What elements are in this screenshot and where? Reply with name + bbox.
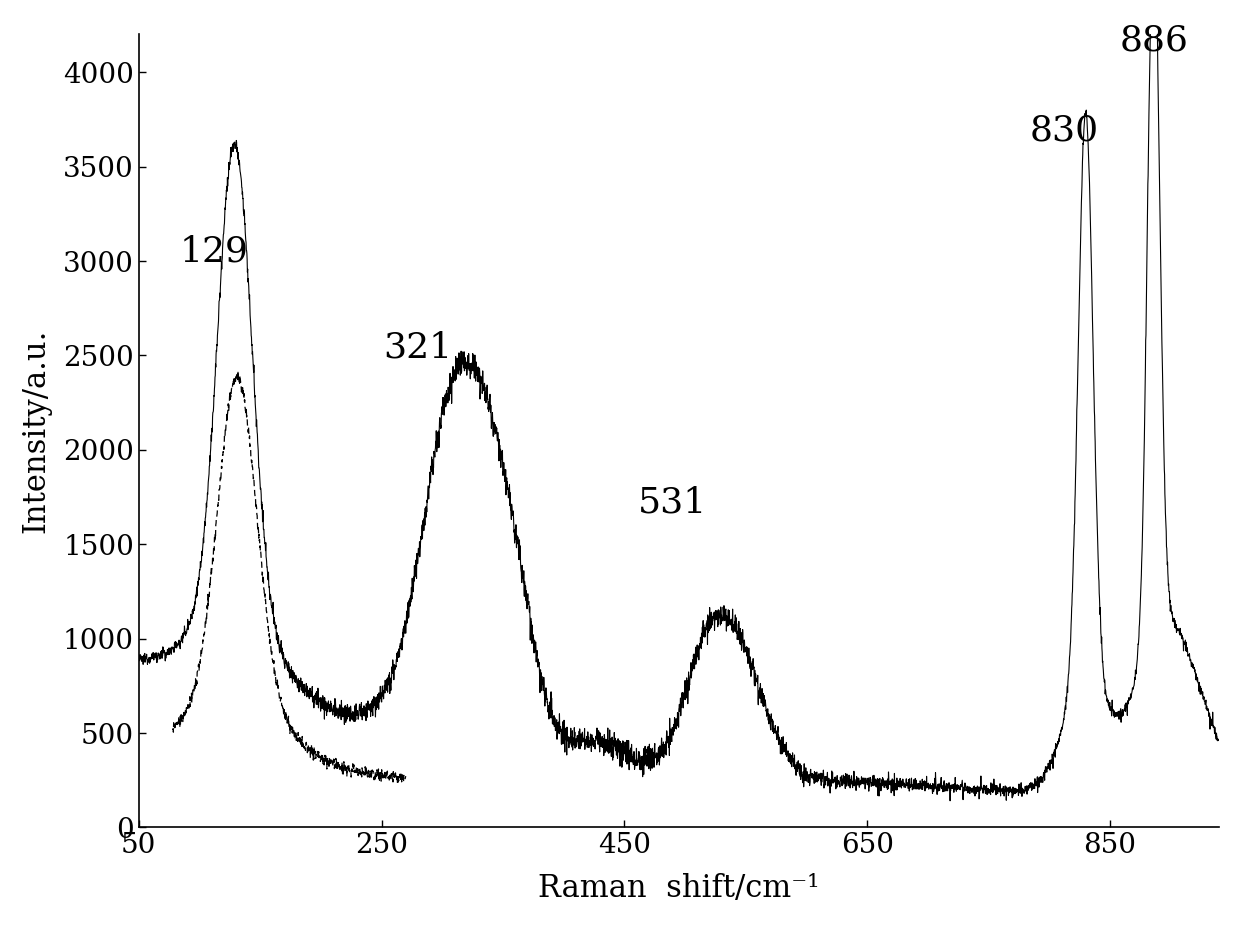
X-axis label: Raman  shift/cm⁻¹: Raman shift/cm⁻¹	[538, 873, 820, 904]
Text: 830: 830	[1029, 114, 1099, 148]
Y-axis label: Intensity/a.u.: Intensity/a.u.	[21, 328, 52, 533]
Text: 886: 886	[1120, 23, 1188, 57]
Text: 531: 531	[639, 486, 708, 520]
Text: 129: 129	[180, 235, 248, 268]
Text: 321: 321	[383, 331, 453, 364]
